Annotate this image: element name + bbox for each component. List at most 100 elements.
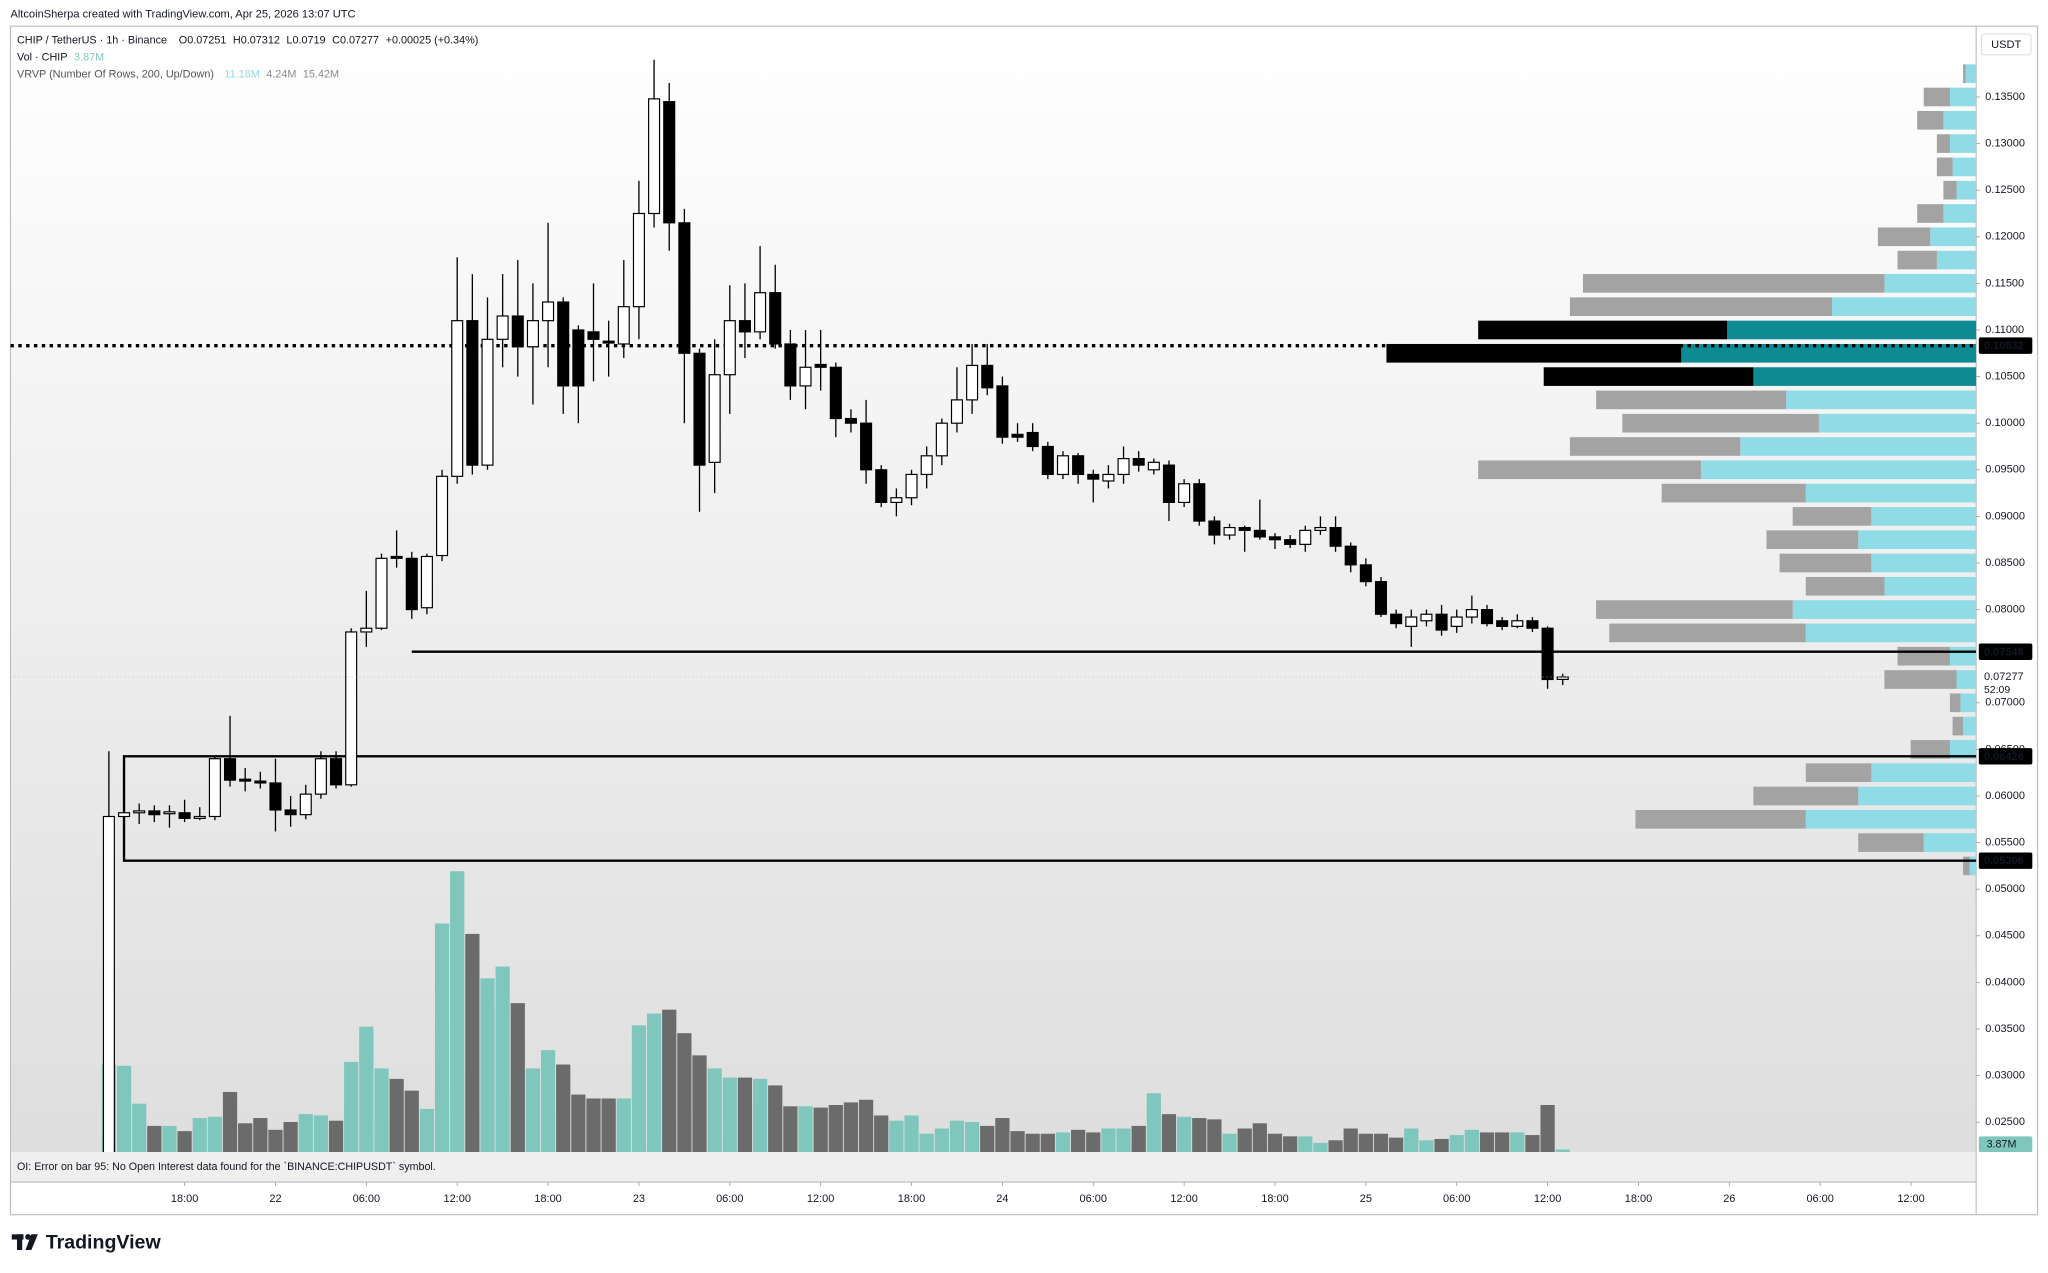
volume-bar [1207, 1119, 1222, 1153]
candle-body [526, 320, 539, 348]
volume-bar [480, 978, 495, 1153]
price-badge-label: 0.06426 [1984, 751, 2024, 763]
x-tick-label: 12:00 [1897, 1193, 1924, 1205]
profile-up [1923, 833, 1977, 852]
volume-bar [1267, 1133, 1283, 1153]
candle-body [1178, 483, 1191, 503]
candle-body [1526, 620, 1539, 629]
volume-bar [662, 1009, 677, 1153]
logo-part [25, 1234, 38, 1250]
volume-bar [889, 1120, 904, 1153]
volume-bar [631, 1025, 647, 1153]
volume-bar [949, 1120, 965, 1153]
profile-down [1478, 460, 1701, 480]
candle-body [1329, 526, 1342, 547]
logo-part [25, 1234, 31, 1240]
candle-body [1208, 520, 1221, 536]
profile-up [1805, 483, 1977, 503]
volume-bar [283, 1121, 298, 1153]
volume-bar [1555, 1149, 1570, 1153]
volume-bar [722, 1077, 737, 1153]
volume-bar [1389, 1137, 1404, 1153]
candle-body [223, 758, 237, 781]
ohlc-value: 0.0719 [292, 34, 325, 46]
profile-up [1871, 763, 1977, 783]
y-tick-label: 0.10000 [1985, 417, 2025, 429]
candle-body [1056, 455, 1070, 476]
volume-bar [571, 1094, 586, 1153]
volume-bar [162, 1125, 177, 1153]
frame [9, 25, 2039, 1216]
profile-up [1786, 390, 1977, 410]
y-tick-label: 0.05000 [1985, 883, 2025, 895]
profile-up [1858, 786, 1977, 806]
candle-body [663, 101, 676, 224]
volume-bar [238, 1123, 253, 1153]
volume-bar [404, 1090, 419, 1153]
candle-body [117, 812, 131, 818]
volume-bar [525, 1068, 541, 1153]
volume-bar [1510, 1132, 1525, 1153]
volume-bar [1419, 1140, 1434, 1153]
volume-bar [919, 1133, 934, 1153]
volume-bar [1464, 1129, 1479, 1153]
volume-bar [768, 1085, 783, 1153]
volume-bar [707, 1068, 722, 1153]
volume-legend: Vol · CHIP 3.87M [17, 51, 104, 63]
profile-down [1884, 670, 1957, 689]
candle-body [1284, 539, 1297, 545]
profile-down [1622, 413, 1819, 433]
candle-body [1450, 616, 1463, 627]
x-tick-label: 18:00 [534, 1193, 561, 1205]
candle-body [330, 758, 343, 786]
profile-down [1805, 763, 1872, 783]
currency-box[interactable] [1980, 33, 2032, 56]
candle-body [1556, 676, 1569, 680]
profile-up [1943, 110, 1977, 130]
x-tick-label: 06:00 [1806, 1193, 1833, 1205]
volume-pane [101, 871, 1570, 1153]
candle-body [996, 385, 1009, 438]
volume-bar [616, 1098, 631, 1153]
x-tick-label: 25 [1360, 1193, 1372, 1205]
volume-bar [1479, 1132, 1495, 1153]
profile-up [1884, 576, 1977, 596]
candle-body [693, 352, 706, 466]
volume-bar [1070, 1129, 1086, 1153]
candle-body [208, 758, 221, 818]
candle-body [178, 812, 191, 819]
candle-body [1465, 609, 1478, 618]
candle-body [163, 811, 176, 815]
profile-up [1805, 623, 1977, 643]
profile-up [1952, 157, 1977, 177]
ohlc-label: C [332, 34, 340, 46]
profile-down [1792, 507, 1872, 526]
profile-down [1805, 576, 1885, 596]
profile-up [1727, 320, 1977, 340]
volume-bar [980, 1125, 995, 1153]
profile-down [1478, 320, 1728, 340]
candle-body [284, 809, 297, 816]
credit: AltcoinSherpa created with TradingView.c… [10, 8, 355, 20]
volume-bar [828, 1105, 843, 1153]
ohlc-value: 0.07251 [187, 34, 226, 46]
profile-up [1930, 227, 1977, 247]
volume-bar [1434, 1138, 1449, 1153]
candle-body [420, 555, 433, 609]
profile-up [1818, 413, 1977, 433]
change: +0.00025 (+0.34%) [386, 34, 479, 46]
candle-body [451, 320, 464, 477]
candle-body [1374, 581, 1388, 615]
volume-bar [177, 1131, 192, 1153]
profile-down [1963, 856, 1970, 876]
profile-up [1858, 530, 1977, 550]
profile-up [1792, 600, 1977, 619]
ohlc-value: 0.07277 [340, 34, 379, 46]
candle-body [890, 497, 903, 503]
profile-down [1661, 483, 1806, 503]
volume-bar [1358, 1133, 1373, 1153]
volume-bar [450, 871, 465, 1153]
candle-body [617, 306, 630, 345]
profile-down [1897, 646, 1950, 666]
